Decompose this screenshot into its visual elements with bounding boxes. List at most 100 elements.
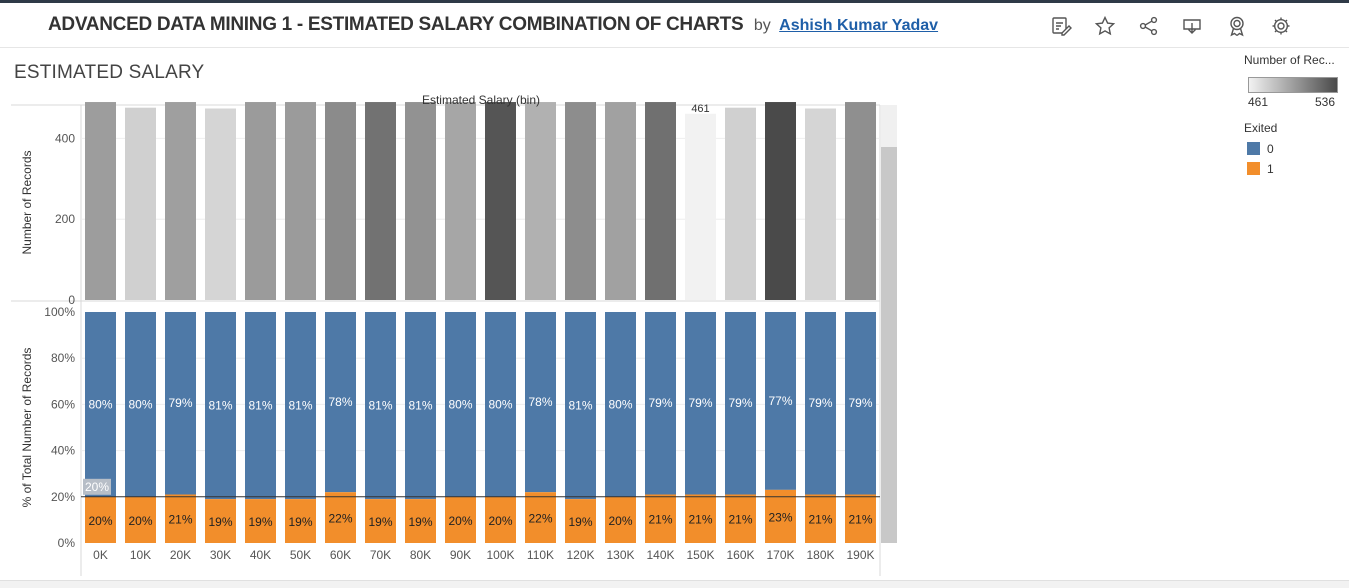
author-link[interactable]: Ashish Kumar Yadav — [779, 17, 939, 34]
bottom-y-tick: 80% — [51, 351, 75, 365]
exited-0-bar — [165, 312, 196, 495]
exited-0-label: 78% — [328, 395, 352, 409]
legend-color-gradient — [1248, 77, 1338, 93]
x-tick-label: 110K — [527, 548, 554, 562]
share-icon[interactable] — [1138, 15, 1160, 37]
legend-label-1: 1 — [1267, 162, 1274, 176]
exited-1-label: 19% — [408, 515, 432, 529]
record-count-bar — [685, 113, 716, 300]
exited-0-bar — [205, 312, 236, 500]
exited-1-label: 19% — [208, 515, 232, 529]
top-y-axis-title: Number of Records — [20, 150, 34, 254]
exited-0-bar — [525, 312, 556, 493]
record-count-bar — [125, 107, 156, 300]
exited-1-label: 21% — [808, 513, 832, 527]
exited-1-label: 20% — [608, 514, 632, 528]
x-field-title: Estimated Salary (bin) — [422, 93, 540, 107]
x-tick-label: 90K — [450, 548, 471, 562]
top-y-tick: 200 — [55, 212, 75, 226]
exited-1-bar — [805, 494, 836, 543]
exited-1-label: 20% — [88, 514, 112, 528]
exited-1-label: 20% — [488, 514, 512, 528]
record-count-bar — [365, 102, 396, 300]
title-area: ADVANCED DATA MINING 1 - ESTIMATED SALAR… — [48, 14, 938, 36]
bottom-y-tick: 100% — [44, 305, 75, 319]
exited-1-bar — [365, 499, 396, 543]
legend-min-value: 461 — [1248, 95, 1269, 109]
exited-1-bar — [125, 496, 156, 543]
badge-icon[interactable] — [1226, 15, 1248, 37]
exited-1-bar — [485, 496, 516, 543]
exited-0-bar — [845, 312, 876, 495]
exited-0-label: 81% — [568, 399, 592, 413]
exited-1-label: 22% — [328, 512, 352, 526]
bottom-y-tick: 40% — [51, 444, 75, 458]
x-tick-label: 140K — [646, 548, 674, 562]
exited-0-bar — [565, 312, 596, 500]
record-count-bar — [85, 102, 116, 300]
record-count-bar — [725, 107, 756, 300]
record-count-bar — [325, 102, 356, 300]
exited-0-bar — [605, 312, 636, 497]
record-count-bar — [765, 102, 796, 300]
edit-icon[interactable] — [1050, 15, 1072, 37]
record-count-bar — [285, 102, 316, 300]
record-count-bar — [605, 102, 636, 300]
x-tick-label: 80K — [410, 548, 431, 562]
exited-0-label: 77% — [768, 394, 792, 408]
legend-records-title: Number of Rec... — [1244, 53, 1335, 67]
bottom-y-tick: 0% — [58, 536, 76, 550]
exited-1-label: 23% — [768, 510, 792, 524]
download-icon[interactable] — [1181, 15, 1203, 37]
scrollbar-thumb[interactable] — [881, 147, 897, 543]
exited-0-bar — [405, 312, 436, 500]
exited-0-label: 79% — [728, 396, 752, 410]
exited-1-label: 22% — [528, 512, 552, 526]
exited-1-label: 19% — [288, 515, 312, 529]
top-accent-bar — [0, 0, 1349, 3]
viz-header: ADVANCED DATA MINING 1 - ESTIMATED SALAR… — [0, 3, 1349, 48]
viz-title: ADVANCED DATA MINING 1 - ESTIMATED SALAR… — [48, 14, 744, 35]
record-count-bar — [445, 102, 476, 300]
exited-0-bar — [245, 312, 276, 500]
exited-0-bar — [485, 312, 516, 497]
exited-0-label: 80% — [488, 397, 512, 411]
bottom-y-tick: 60% — [51, 397, 75, 411]
x-tick-label: 0K — [93, 548, 108, 562]
x-tick-label: 70K — [370, 548, 391, 562]
top-y-tick: 400 — [55, 131, 75, 145]
exited-0-label: 80% — [448, 397, 472, 411]
exited-1-bar — [85, 496, 116, 543]
exited-1-label: 21% — [168, 513, 192, 527]
exited-1-label: 21% — [648, 513, 672, 527]
exited-0-label: 78% — [528, 395, 552, 409]
exited-0-label: 81% — [368, 399, 392, 413]
exited-1-bar — [205, 499, 236, 543]
exited-0-label: 80% — [128, 397, 152, 411]
x-tick-label: 100K — [486, 548, 514, 562]
exited-1-bar — [765, 489, 796, 543]
exited-0-label: 80% — [88, 397, 112, 411]
record-count-bar — [565, 102, 596, 300]
exited-0-bar — [285, 312, 316, 500]
bottom-y-axis-title: % of Total Number of Records — [20, 348, 34, 508]
x-tick-label: 60K — [330, 548, 351, 562]
bottom-toolbar — [0, 580, 1349, 588]
legend-swatch-0 — [1247, 142, 1260, 155]
exited-1-label: 21% — [688, 513, 712, 527]
exited-1-bar — [565, 499, 596, 543]
star-icon[interactable] — [1094, 15, 1116, 37]
settings-icon[interactable] — [1270, 15, 1292, 37]
exited-0-bar — [765, 312, 796, 490]
reference-line-label-box — [83, 478, 111, 495]
sheet-title: ESTIMATED SALARY — [14, 62, 205, 83]
exited-1-label: 19% — [368, 515, 392, 529]
exited-1-bar — [845, 494, 876, 543]
exited-0-bar — [125, 312, 156, 497]
x-tick-label: 10K — [130, 548, 151, 562]
by-text: by — [753, 17, 771, 34]
exited-1-bar — [325, 492, 356, 543]
legend-label-0: 0 — [1267, 142, 1274, 156]
exited-0-label: 79% — [168, 396, 192, 410]
x-tick-label: 160K — [726, 548, 754, 562]
